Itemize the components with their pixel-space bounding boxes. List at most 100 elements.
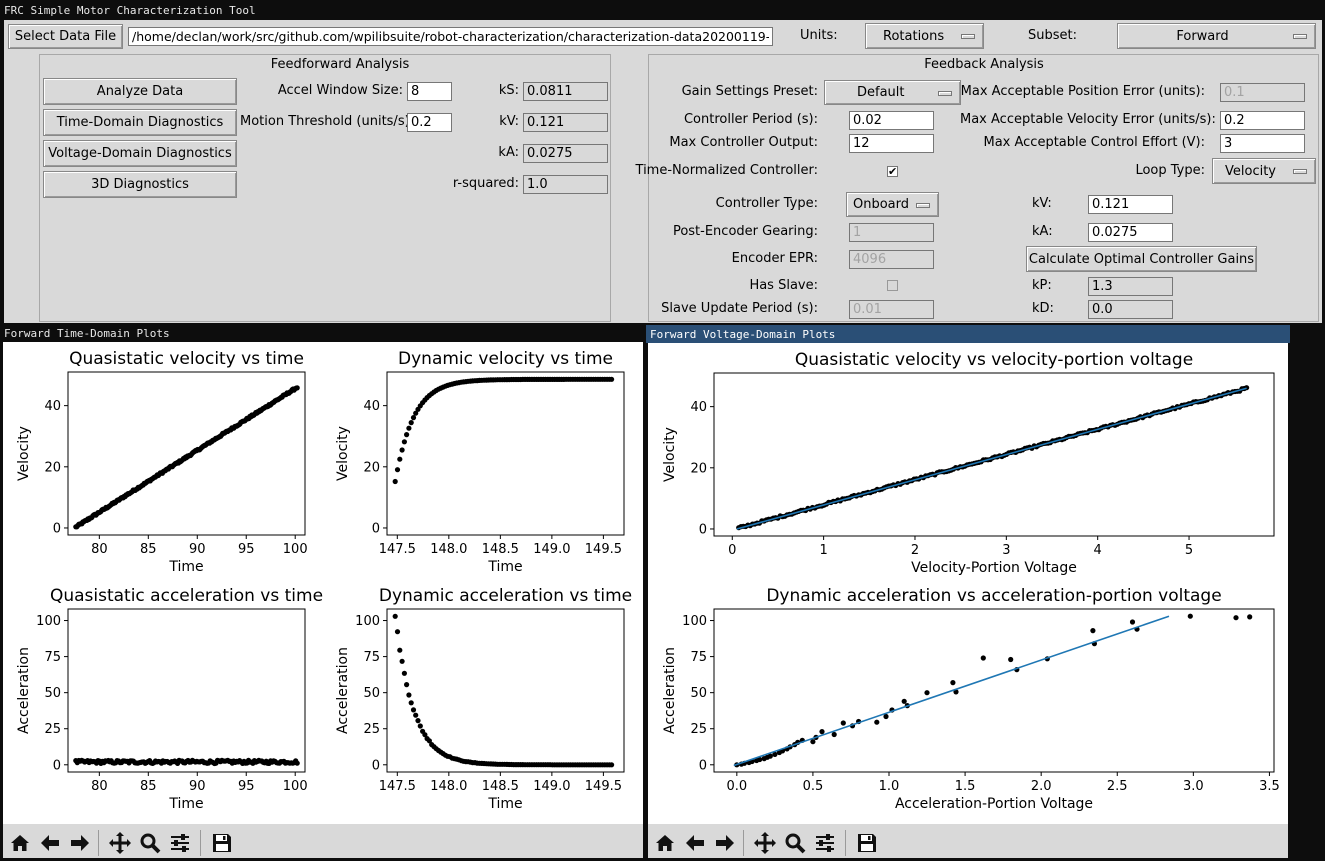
- x-tick-label: 3.5: [1259, 779, 1280, 794]
- controller-period-field[interactable]: [849, 111, 934, 130]
- slave-period-field: [849, 300, 934, 319]
- data-point: [294, 760, 300, 766]
- 3d-diagnostics-button[interactable]: 3D Diagnostics: [43, 171, 237, 198]
- max-position-error-field: [1220, 83, 1305, 102]
- select-data-file-button[interactable]: Select Data File: [8, 24, 123, 49]
- save-button[interactable]: [853, 829, 881, 857]
- y-tick-label: 100: [682, 614, 707, 629]
- window-title: FRC Simple Motor Characterization Tool: [4, 4, 256, 17]
- x-tick-label: 147.5: [379, 542, 416, 557]
- dyn-acc-volt-chart: Dynamic acceleration vs acceleration-por…: [662, 586, 1280, 812]
- home-button[interactable]: [651, 829, 679, 857]
- zoom-button[interactable]: [781, 829, 809, 857]
- calculate-gains-button[interactable]: Calculate Optimal Controller Gains: [1026, 246, 1257, 272]
- x-axis-label: Time: [487, 796, 522, 812]
- data-point: [874, 719, 880, 725]
- data-point: [294, 385, 300, 391]
- data-point: [1247, 614, 1253, 620]
- analyze-data-button[interactable]: Analyze Data: [43, 78, 237, 105]
- units-dropdown[interactable]: Rotations: [865, 23, 984, 49]
- max-velocity-error-field[interactable]: [1220, 111, 1305, 130]
- data-point: [924, 690, 930, 696]
- chart-title: Dynamic acceleration vs time: [379, 586, 632, 606]
- motion-threshold-field[interactable]: [407, 113, 452, 132]
- x-tick-label: 100: [283, 779, 308, 794]
- voltage-plots-toolbar: [648, 824, 1288, 858]
- loop-type-dropdown[interactable]: Velocity: [1212, 158, 1316, 184]
- x-tick-label: 3: [1002, 543, 1010, 558]
- home-button[interactable]: [6, 829, 34, 857]
- controller-type-dropdown[interactable]: Onboard: [846, 192, 939, 217]
- x-tick-label: 1.5: [955, 779, 976, 794]
- max-controller-output-field[interactable]: [849, 134, 934, 153]
- x-tick-label: 149.0: [533, 542, 570, 557]
- subset-label: Subset:: [1028, 28, 1077, 43]
- plot-frame: [386, 608, 625, 773]
- time-domain-diagnostics-button[interactable]: Time-Domain Diagnostics: [43, 109, 237, 136]
- pan-button[interactable]: [751, 829, 779, 857]
- back-button[interactable]: [681, 829, 709, 857]
- data-point: [1187, 613, 1193, 619]
- y-tick-label: 50: [690, 686, 707, 701]
- feedback-kv-field[interactable]: [1088, 195, 1173, 214]
- x-axis-label: Acceleration-Portion Voltage: [895, 796, 1093, 812]
- time-plots-canvas: Quasistatic velocity vs time 80 85 90 95 100 0…: [3, 342, 643, 824]
- accel-window-field[interactable]: [407, 82, 452, 101]
- forward-button[interactable]: [711, 829, 739, 857]
- feedforward-title: Feedforward Analysis: [270, 57, 410, 72]
- data-point: [901, 698, 907, 704]
- data-point: [980, 655, 986, 661]
- home-icon: [654, 832, 676, 854]
- data-point: [757, 756, 763, 763]
- file-path-field[interactable]: [128, 27, 773, 46]
- dropdown-indicator-icon: [938, 90, 952, 96]
- zoom-button[interactable]: [136, 829, 164, 857]
- x-tick-label: 95: [238, 542, 255, 557]
- data-point: [404, 682, 410, 688]
- fit-line: [733, 615, 1170, 767]
- gain-preset-dropdown[interactable]: Default: [824, 80, 961, 105]
- units-label: Units:: [800, 28, 838, 43]
- y-tick-label: 40: [690, 400, 707, 415]
- max-control-effort-field[interactable]: [1220, 134, 1305, 153]
- y-tick-label: 0: [53, 521, 61, 536]
- configure-button[interactable]: [811, 829, 839, 857]
- forward-icon: [714, 832, 736, 854]
- dropdown-indicator-icon: [916, 202, 930, 208]
- y-tick-label: 75: [363, 650, 380, 665]
- x-tick-label: 90: [189, 779, 206, 794]
- save-button[interactable]: [208, 829, 236, 857]
- data-point: [399, 658, 405, 664]
- time-domain-plots: Quasistatic velocity vs time 80 85 90 95 100 0…: [16, 349, 632, 812]
- x-tick-label: 2.5: [1107, 779, 1128, 794]
- feedback-title: Feedback Analysis: [924, 57, 1044, 72]
- time-normalized-checkbox[interactable]: ✔: [887, 165, 898, 178]
- back-button[interactable]: [36, 829, 64, 857]
- qs-vel-volt-chart: Quasistatic velocity vs velocity-portion…: [662, 350, 1275, 576]
- x-tick-label: 0.5: [803, 779, 824, 794]
- time-plots-toolbar: [3, 824, 643, 858]
- has-slave-checkbox[interactable]: [887, 280, 898, 291]
- data-point: [410, 415, 417, 421]
- x-tick-label: 148.0: [430, 779, 467, 794]
- y-tick-label: 40: [44, 399, 61, 414]
- controller-type-label: Controller Type:: [715, 196, 818, 211]
- voltage-domain-diagnostics-button[interactable]: Voltage-Domain Diagnostics: [43, 140, 237, 167]
- time-normalized-label: Time-Normalized Controller:: [635, 163, 818, 178]
- motion-threshold-label: Motion Threshold (units/s):: [240, 114, 415, 129]
- back-icon: [684, 832, 706, 854]
- configure-button[interactable]: [166, 829, 194, 857]
- subset-dropdown[interactable]: Forward: [1117, 23, 1316, 49]
- feedforward-frame: [39, 54, 611, 322]
- pan-button[interactable]: [106, 829, 134, 857]
- data-point: [831, 731, 837, 738]
- data-point: [404, 432, 410, 438]
- accel-window-label: Accel Window Size:: [277, 83, 403, 98]
- y-axis-label: Velocity: [662, 427, 678, 482]
- pan-icon: [108, 831, 132, 855]
- x-tick-label: 100: [283, 542, 308, 557]
- feedback-ka-field[interactable]: [1088, 223, 1173, 242]
- ks-label: kS:: [498, 83, 519, 98]
- forward-button[interactable]: [66, 829, 94, 857]
- data-point: [840, 720, 846, 726]
